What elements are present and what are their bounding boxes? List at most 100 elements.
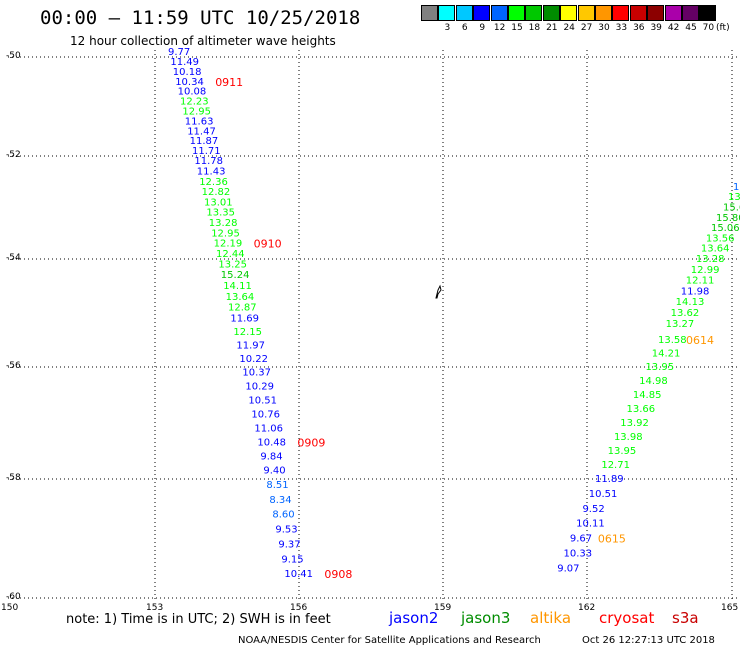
wave-height-value: 12.15 (233, 327, 262, 338)
colorbar-label: 18 (528, 23, 541, 33)
wave-height-value: 13.56 (706, 233, 735, 244)
footer-timestamp: Oct 26 12:27:13 UTC 2018 (582, 635, 715, 646)
wave-height-value: 12.87 (228, 303, 257, 314)
colorbar-label: 33 (615, 23, 628, 33)
wave-height-value: 1… (733, 182, 740, 193)
colorbar-label: 39 (650, 23, 662, 33)
colorbar-label: 3 (444, 23, 451, 33)
wave-height-value: 11.71 (192, 146, 221, 157)
wave-height-value: 12.23 (180, 97, 209, 108)
longitude-label: 153 (146, 603, 164, 613)
wave-height-value: 12.95 (211, 228, 240, 239)
wave-height-value: 13.95 (645, 362, 674, 373)
wave-height-value: 9.67 (570, 534, 592, 545)
wave-height-value: 8.51 (266, 480, 288, 491)
wave-height-value: 14.13 (676, 297, 705, 308)
wave-height-value: 11.97 (236, 340, 265, 351)
satellite-legend-item: jason3 (461, 609, 511, 627)
wave-height-value: 15.24 (221, 270, 250, 281)
colorbar-swatch (629, 5, 647, 21)
longitude-label: 162 (578, 603, 596, 613)
map-title: 00:00 – 11:59 UTC 10/25/2018 (40, 7, 361, 29)
wave-height-value: 10.22 (239, 354, 268, 365)
colorbar-swatch (490, 5, 508, 21)
wave-height-value: 9.37 (278, 539, 300, 550)
wave-height-value: 8.34 (269, 495, 291, 506)
wave-height-value: 13.01 (204, 197, 233, 208)
colorbar-label: 42 (667, 23, 680, 33)
colorbar-label: 21 (546, 23, 558, 33)
wave-height-value: 9.07 (557, 563, 579, 574)
colorbar-label: 15 (511, 23, 523, 33)
colorbar-label: 27 (580, 23, 593, 33)
colorbar-label: 45 (685, 23, 697, 33)
wave-height-value: 11.87 (190, 136, 219, 147)
colorbar-label: 36 (633, 23, 645, 33)
wave-height-value: 10.76 (251, 410, 280, 421)
colorbar-swatch (664, 5, 682, 21)
wave-height-value: 8.60 (272, 510, 294, 521)
satellite-legend-item: s3a (672, 609, 699, 627)
footer-note: note: 1) Time is in UTC; 2) SWH is in fe… (66, 612, 331, 627)
latitude-label: -56 (6, 361, 21, 371)
wave-height-value: 12.11 (686, 276, 715, 287)
latitude-label: -50 (6, 51, 21, 61)
wave-height-value: 14.85 (633, 390, 662, 401)
wave-height-value: 11.89 (595, 474, 624, 485)
wave-height-value: 13.98 (614, 432, 643, 443)
wave-height-value: 10.29 (245, 382, 274, 393)
pass-time-label: 0911 (215, 76, 243, 89)
wave-height-value: 11.43 (197, 166, 226, 177)
latitude-label: -58 (6, 473, 21, 483)
colorbar-swatch (699, 5, 717, 21)
wave-height-value: 14.98 (639, 376, 668, 387)
pass-time-label: 0908 (324, 568, 352, 581)
colorbar-swatch (455, 5, 473, 21)
colorbar-swatch (577, 5, 595, 21)
wave-height-value: 14.21 (652, 349, 681, 360)
wave-height-value: 9.77 (168, 47, 190, 58)
colorbar-label: 70 (702, 23, 715, 33)
map-subtitle: 12 hour collection of altimeter wave hei… (70, 34, 336, 48)
latitude-label: -60 (6, 592, 21, 602)
wave-height-value: 13… (728, 192, 740, 203)
island-outline (435, 284, 442, 299)
wave-height-value: 11.49 (170, 57, 199, 68)
wave-height-value: 12.44 (216, 249, 245, 260)
wave-height-value: 11.47 (187, 126, 216, 137)
colorbar-swatch (438, 5, 456, 21)
colorbar-label: 24 (563, 23, 575, 33)
colorbar-label: 6 (461, 23, 468, 33)
wave-height-value: 10.51 (248, 396, 277, 407)
wave-height-value: 13.95 (608, 446, 637, 457)
wave-height-value: 10.34 (175, 77, 204, 88)
wave-height-value: 13.64 (226, 292, 255, 303)
colorbar-label: 9 (479, 23, 486, 33)
wave-height-value: 9.52 (582, 504, 604, 515)
wave-height-value: 9.15 (281, 554, 303, 565)
wave-height-value: 13.28 (696, 254, 725, 265)
colorbar-unit: (ft) (716, 23, 730, 33)
colorbar-swatch (508, 5, 525, 21)
longitude-label: 150 (1, 603, 19, 613)
colorbar-swatch (421, 5, 438, 21)
wave-height-value: 10.37 (242, 368, 271, 379)
latitude-label: -54 (6, 253, 21, 263)
wave-height-value: 13.92 (620, 418, 649, 429)
colorbar-swatch (473, 5, 491, 21)
wave-height-value: 14.11 (223, 281, 252, 292)
wave-height-value: 10.33 (564, 548, 593, 559)
longitude-label: 159 (434, 603, 452, 613)
wave-height-value: 12.82 (202, 187, 231, 198)
colorbar-swatch (525, 5, 543, 21)
wave-height-value: 13.58 (658, 335, 687, 346)
wave-height-value: 12.95 (182, 106, 211, 117)
pass-time-label: 0910 (254, 238, 282, 251)
colorbar-swatch (595, 5, 612, 21)
colorbar-swatch (560, 5, 578, 21)
wave-height-value: 11.63 (185, 116, 214, 127)
colorbar-swatch (647, 5, 665, 21)
wave-height-value: 11.06 (254, 424, 283, 435)
wave-height-value: 10.48 (257, 438, 286, 449)
pass-time-label: 0615 (598, 533, 626, 546)
